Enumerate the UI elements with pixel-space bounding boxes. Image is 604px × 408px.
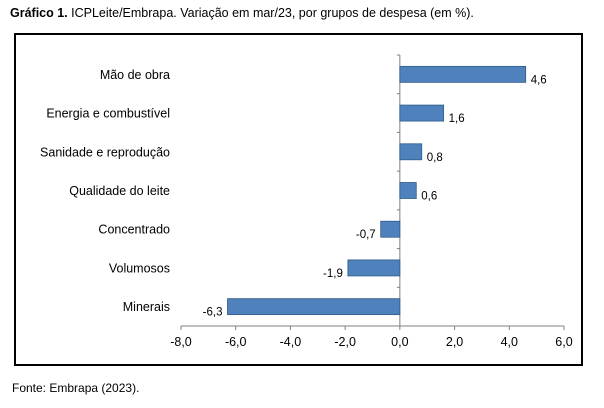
bar bbox=[399, 65, 527, 83]
x-tick-label: 4,0 bbox=[501, 335, 518, 349]
x-tick-label: 0,0 bbox=[391, 335, 408, 349]
bar bbox=[380, 220, 401, 238]
figure-title-bold: Gráfico 1. bbox=[10, 6, 68, 20]
data-label: 0,8 bbox=[427, 152, 443, 164]
bar bbox=[399, 104, 445, 122]
category-label: Minerais bbox=[123, 300, 170, 314]
bar bbox=[399, 143, 423, 161]
bar bbox=[227, 298, 401, 316]
data-label: 1,6 bbox=[449, 113, 465, 125]
x-tick-label: -2,0 bbox=[334, 335, 356, 349]
data-label: 4,6 bbox=[531, 74, 547, 86]
category-label: Energia e combustível bbox=[46, 107, 170, 121]
data-label: -0,7 bbox=[356, 229, 376, 241]
x-tick-label: 6,0 bbox=[555, 335, 572, 349]
figure-title-text: ICPLeite/Embrapa. Variação em mar/23, po… bbox=[67, 6, 474, 20]
bar bbox=[347, 259, 401, 277]
x-tick-label: -6,0 bbox=[225, 335, 247, 349]
category-label: Sanidade e reprodução bbox=[40, 145, 170, 159]
chart-frame: -8,0 -6,0 -4,0 -2,0 0,0 2,0 4,0 6,0 Mão de obra 4… bbox=[14, 33, 583, 366]
category-label: Qualidade do leite bbox=[69, 184, 170, 198]
source-note: Fonte: Embrapa (2023). bbox=[12, 381, 140, 395]
x-tick-label: 2,0 bbox=[446, 335, 463, 349]
data-label: 0,6 bbox=[421, 191, 437, 203]
data-label: -6,3 bbox=[203, 307, 223, 319]
data-label: -1,9 bbox=[323, 268, 343, 280]
x-tick-label: -4,0 bbox=[280, 335, 302, 349]
bar bbox=[399, 182, 417, 199]
category-label: Mão de obra bbox=[100, 68, 170, 82]
bar-chart: -8,0 -6,0 -4,0 -2,0 0,0 2,0 4,0 6,0 Mão de obra 4… bbox=[40, 54, 573, 349]
figure-title: Gráfico 1. ICPLeite/Embrapa. Variação em… bbox=[10, 6, 474, 20]
x-tick-label: -8,0 bbox=[170, 335, 192, 349]
category-label: Volumosos bbox=[109, 261, 170, 275]
category-label: Concentrado bbox=[98, 223, 170, 237]
